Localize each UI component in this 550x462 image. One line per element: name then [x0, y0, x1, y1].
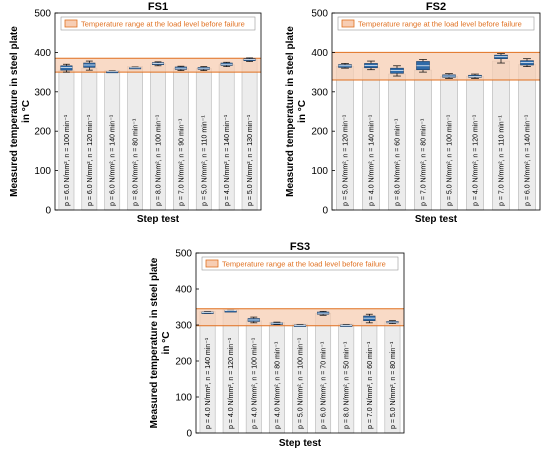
y-axis-label: Measured temperature in steel platein °C: [9, 26, 32, 197]
legend-label: Temperature range at the load level befo…: [81, 20, 245, 29]
y-tick-label: 300: [175, 321, 192, 332]
x-axis-label: Step test: [137, 214, 180, 225]
legend: Temperature range at the load level befo…: [201, 256, 399, 271]
legend-box: [201, 256, 399, 271]
axes-frame: [54, 12, 262, 211]
category-label: p = 4.0 N/mm², n = 120 min⁻¹: [473, 114, 480, 206]
category-label: p = 6.0 N/mm², n = 70 min⁻¹: [321, 341, 328, 429]
y-tick-label: 200: [311, 127, 328, 138]
y-tick-label: 400: [311, 48, 328, 59]
y-axis-label: Measured temperature in steel platein °C: [285, 26, 308, 197]
y-tick-label: 500: [175, 249, 192, 260]
category-label: p = 5.0 N/mm², n = 130 min⁻¹: [247, 114, 254, 206]
legend-label: Temperature range at the load level befo…: [358, 20, 522, 29]
y-tick-label: 300: [311, 87, 328, 98]
y-axis-label-line1: Measured temperature in steel plate: [285, 26, 296, 197]
category-label: p = 8.0 N/mm², n = 50 min⁻¹: [344, 341, 351, 429]
category-label: p = 8.0 N/mm², n = 100 min⁻¹: [156, 114, 163, 206]
category-label: p = 4.0 N/mm², n = 120 min⁻¹: [228, 337, 235, 429]
chart-title: FS1: [148, 1, 168, 13]
y-tick-label: 500: [34, 9, 51, 20]
legend-box: [60, 16, 256, 31]
y-tick-label: 0: [186, 429, 192, 440]
chart-panel-fs1: p = 6.0 N/mm², n = 100 min⁻¹ p = 6.0 N/mm…: [9, 1, 262, 225]
y-tick-label: 0: [322, 206, 328, 217]
category-label: p = 7.0 N/mm², n = 90 min⁻¹: [178, 118, 185, 206]
box: [340, 324, 353, 327]
x-axis-label: Step test: [415, 214, 458, 225]
category-label: p = 5.0 N/mm², n = 110 min⁻¹: [201, 115, 208, 206]
y-axis-label: Measured temperature in steel platein °C: [149, 257, 172, 428]
box: [106, 71, 119, 74]
category-label: p = 7.0 N/mm², n = 80 min⁻¹: [421, 118, 428, 206]
axes-frame: [331, 12, 541, 211]
x-axis-label: Step test: [279, 438, 322, 449]
box: [293, 324, 307, 327]
legend: Temperature range at the load level befo…: [337, 16, 535, 31]
category-label: p = 4.0 N/mm², n = 140 min⁻¹: [224, 114, 231, 206]
y-axis-label-line2: in °C: [21, 100, 32, 123]
y-axis-label-line1: Measured temperature in steel plate: [9, 26, 20, 197]
axes-frame: [195, 252, 405, 434]
category-label: p = 4.0 N/mm², n = 80 min⁻¹: [274, 341, 281, 429]
box: [60, 65, 73, 71]
category-label: p = 6.0 N/mm², n = 120 min⁻¹: [87, 114, 94, 206]
category-label: p = 5.0 N/mm², n = 100 min⁻¹: [447, 114, 454, 206]
category-label: p = 7.0 N/mm², n = 110 min⁻¹: [499, 115, 506, 206]
legend-swatch: [205, 259, 219, 268]
category-label: p = 4.0 N/mm², n = 140 min⁻¹: [205, 337, 212, 429]
y-tick-label: 400: [175, 285, 192, 296]
category-label: p = 5.0 N/mm², n = 120 min⁻¹: [343, 114, 350, 206]
box: [201, 311, 214, 314]
y-tick-label: 200: [34, 127, 51, 138]
legend: Temperature range at the load level befo…: [60, 16, 256, 31]
category-label: p = 8.0 N/mm², n = 60 min⁻¹: [395, 118, 402, 206]
chart-title: FS3: [290, 241, 310, 253]
chart-panel-fs2: p = 5.0 N/mm², n = 120 min⁻¹ p = 4.0 N/mm…: [285, 1, 541, 225]
legend-swatch: [341, 19, 355, 28]
category-label: p = 6.0 N/mm², n = 140 min⁻¹: [110, 114, 117, 206]
category-label: p = 4.0 N/mm², n = 140 min⁻¹: [369, 114, 376, 206]
y-tick-label: 100: [175, 393, 192, 404]
y-axis-label-line2: in °C: [161, 332, 172, 355]
y-tick-label: 100: [311, 166, 328, 177]
y-tick-label: 0: [45, 206, 51, 217]
category-label: p = 6.0 N/mm², n = 140 min⁻¹: [525, 114, 532, 206]
legend-label: Temperature range at the load level befo…: [222, 260, 386, 269]
y-axis-label-line2: in °C: [297, 100, 308, 123]
y-axis-label-line1: Measured temperature in steel plate: [149, 257, 160, 428]
category-label: p = 5.0 N/mm², n = 100 min⁻¹: [298, 337, 305, 429]
chart-panel-fs3: p = 4.0 N/mm², n = 140 min⁻¹ p = 4.0 N/mm…: [149, 241, 405, 449]
category-label: p = 7.0 N/mm², n = 60 min⁻¹: [367, 341, 374, 429]
legend-box: [337, 16, 535, 31]
box: [129, 67, 142, 70]
y-tick-label: 500: [311, 9, 328, 20]
category-label: p = 8.0 N/mm², n = 80 min⁻¹: [133, 118, 140, 206]
temperature-band: [332, 52, 540, 80]
category-label: p = 6.0 N/mm², n = 100 min⁻¹: [64, 114, 71, 206]
box: [270, 322, 283, 325]
y-tick-label: 100: [34, 166, 51, 177]
y-tick-label: 300: [34, 87, 51, 98]
legend-swatch: [64, 19, 78, 28]
category-label: p = 4.0 N/mm², n = 100 min⁻¹: [251, 337, 258, 429]
chart-title: FS2: [426, 1, 446, 13]
y-tick-label: 400: [34, 48, 51, 59]
y-tick-label: 200: [175, 357, 192, 368]
category-label: p = 5.0 N/mm², n = 80 min⁻¹: [390, 341, 397, 429]
